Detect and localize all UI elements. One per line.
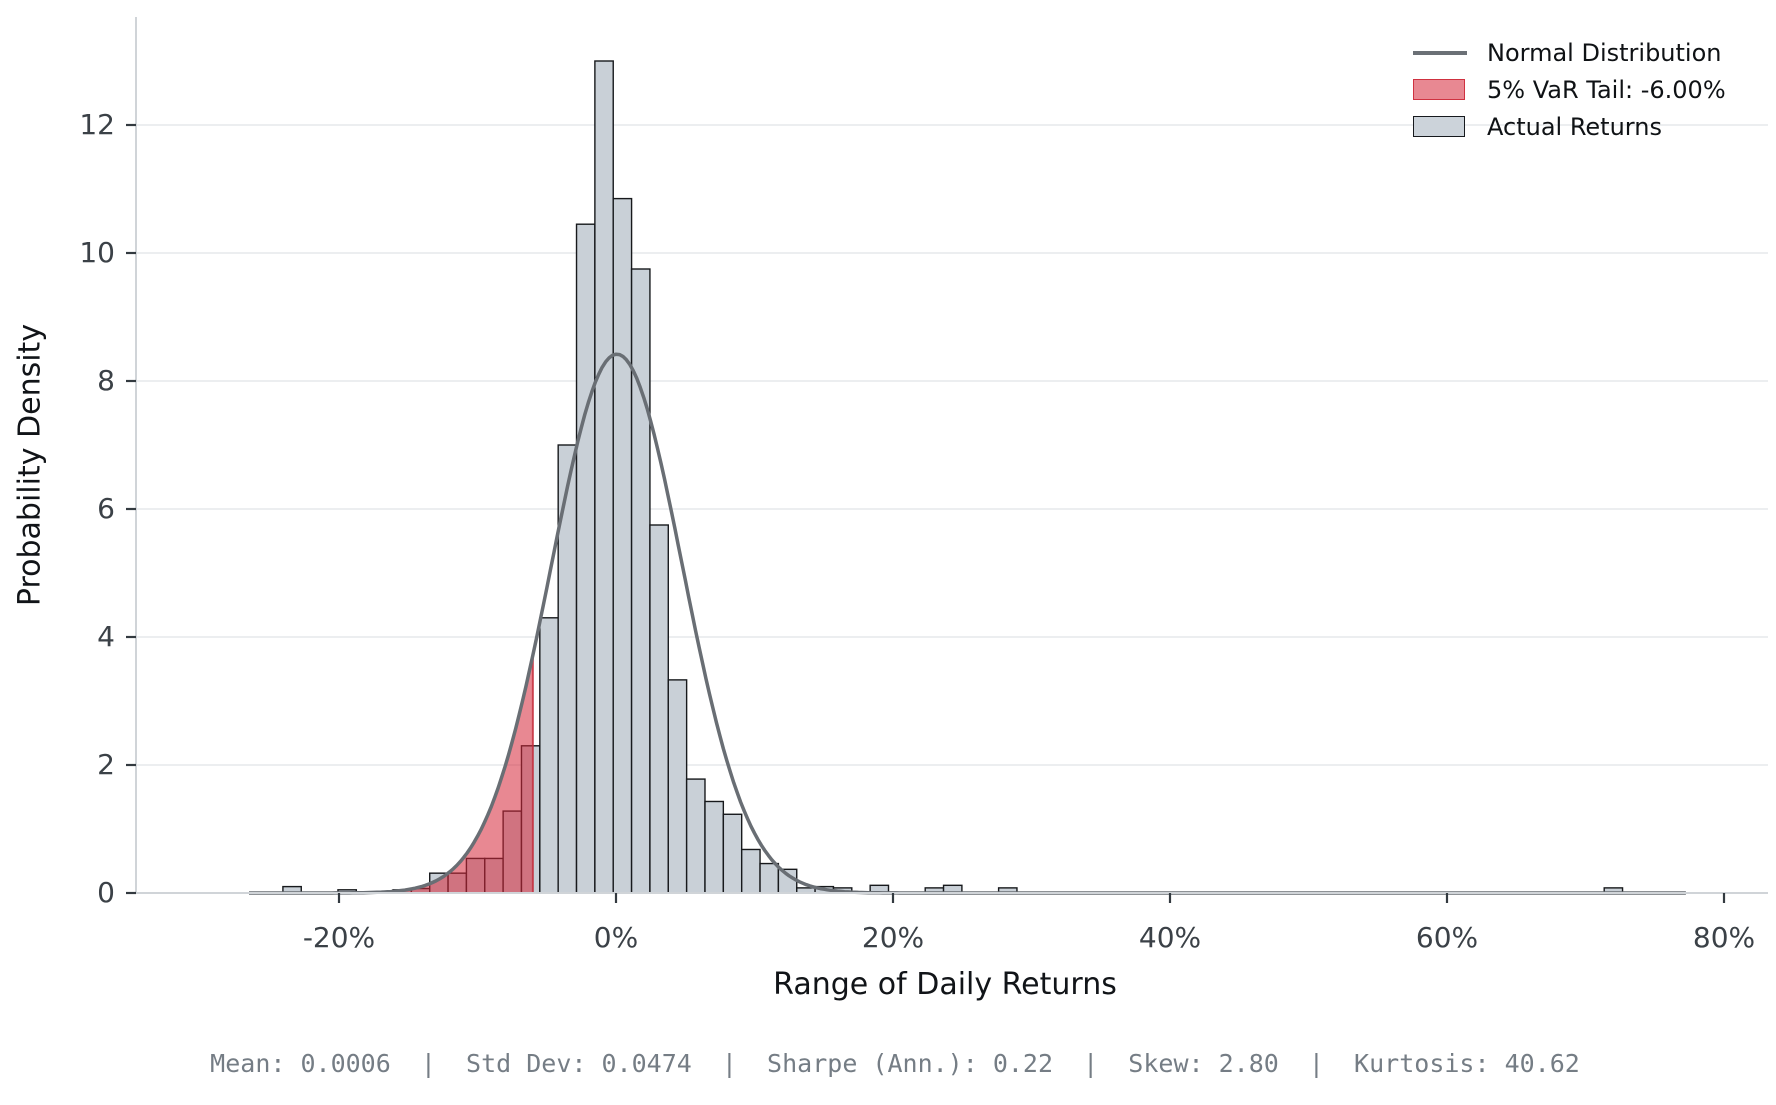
x-tick-label: 0% [593, 921, 639, 954]
x-tick-label: 40% [1138, 921, 1202, 954]
histogram-bar [539, 617, 559, 894]
histogram-bar [740, 848, 761, 894]
y-tick-label: 0 [97, 876, 115, 909]
x-tick-label: -20% [302, 921, 376, 954]
histogram-bar [612, 197, 633, 894]
x-tick-label: 20% [861, 921, 925, 954]
x-axis-label: Range of Daily Returns [773, 967, 1117, 1002]
x-tick-label: 60% [1415, 921, 1479, 954]
histogram-bar [667, 679, 688, 894]
y-tick-label: 12 [79, 108, 115, 141]
y-tick-label: 4 [97, 620, 115, 653]
legend-item: Normal Distribution [1413, 38, 1726, 67]
x-tick-label: 80% [1692, 921, 1756, 954]
var-tail-fill [249, 655, 533, 893]
legend-label: 5% VaR Tail: -6.00% [1487, 75, 1726, 104]
legend-line-swatch [1413, 50, 1467, 55]
histogram-bar [594, 60, 614, 894]
histogram-bar [685, 778, 706, 894]
y-tick-label: 8 [97, 364, 115, 397]
histogram-bar [759, 862, 780, 894]
histogram-bar [722, 813, 743, 894]
legend-label: Normal Distribution [1487, 38, 1722, 67]
y-tick-label: 2 [97, 748, 115, 781]
histogram-bar [630, 268, 651, 894]
histogram-bar [649, 524, 669, 894]
legend-item: 5% VaR Tail: -6.00% [1413, 75, 1726, 104]
y-tick-label: 10 [79, 236, 115, 269]
legend-label: Actual Returns [1487, 112, 1662, 141]
y-tick-label: 6 [97, 492, 115, 525]
normal-curve [249, 352, 1686, 895]
legend-patch-swatch [1413, 116, 1465, 137]
legend-patch-swatch [1413, 79, 1465, 100]
histogram-bar [575, 223, 596, 894]
legend: Normal Distribution 5% VaR Tail: -6.00% Ac… [1413, 38, 1726, 141]
histogram-bar [704, 800, 725, 894]
summary-stats: Mean: 0.0006 | Std Dev: 0.0474 | Sharpe … [210, 1049, 1580, 1078]
legend-item: Actual Returns [1413, 112, 1726, 141]
